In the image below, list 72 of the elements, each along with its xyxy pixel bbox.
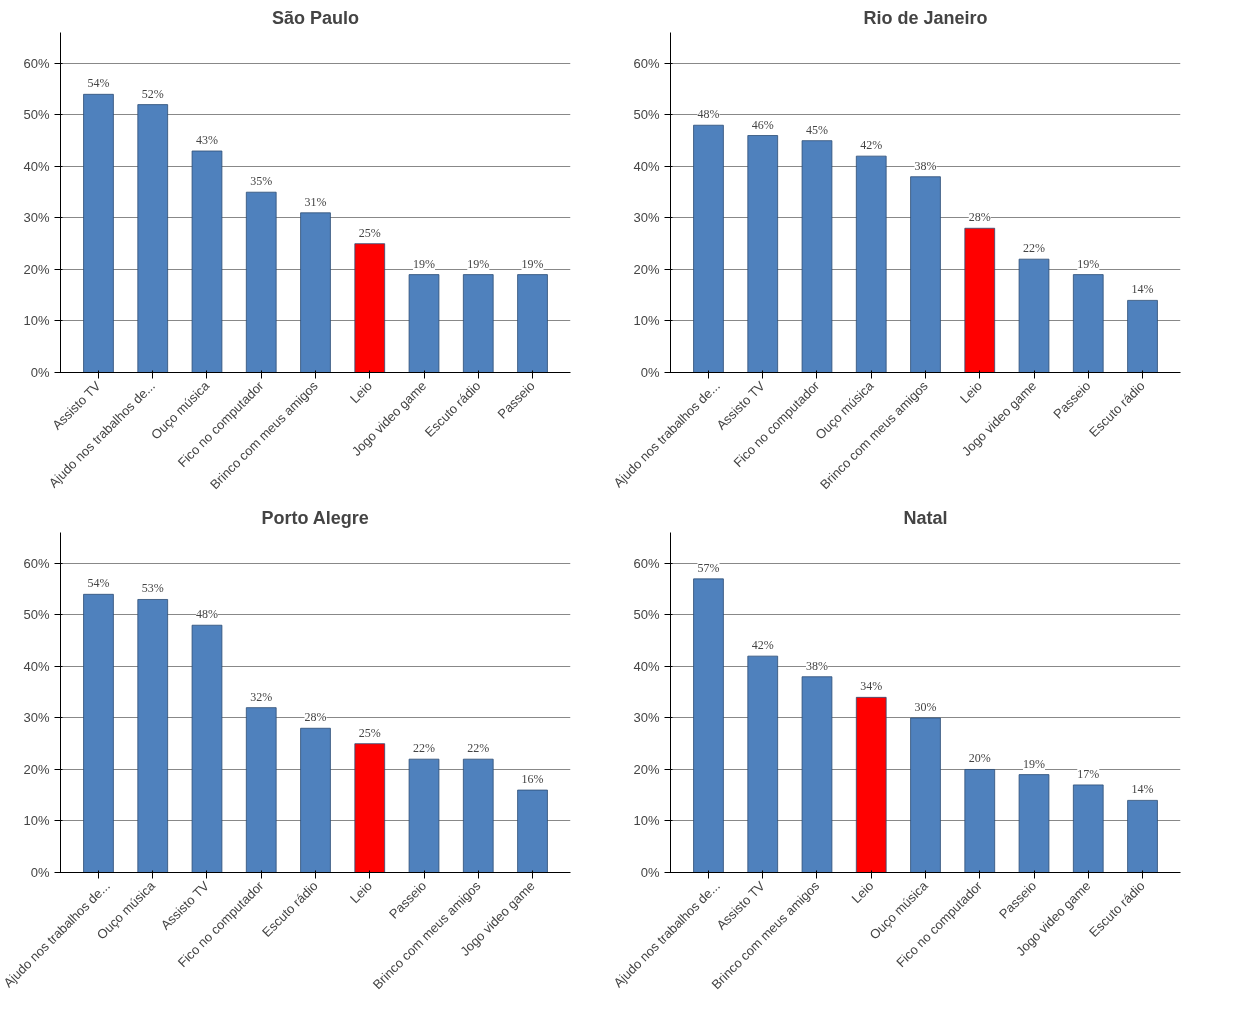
y-tick-label: 50% <box>633 607 660 623</box>
chart-title: São Paulo <box>271 7 360 28</box>
data-label: 42% <box>860 138 883 153</box>
data-label: 42% <box>751 638 774 653</box>
y-tick-label: 40% <box>23 658 50 674</box>
y-tick-label: 60% <box>633 555 660 571</box>
data-label: 25% <box>358 225 381 240</box>
y-tick-label: 60% <box>23 55 50 71</box>
data-label: 38% <box>805 658 828 673</box>
data-label: 19% <box>1077 256 1100 271</box>
chart-title: Natal <box>903 507 948 528</box>
data-label: 28% <box>304 710 327 725</box>
x-tick-label: Leio <box>957 378 986 407</box>
data-label: 22% <box>413 741 436 756</box>
y-tick-label: 40% <box>633 658 660 674</box>
data-label: 19% <box>413 256 436 271</box>
y-tick-label: 40% <box>633 158 660 174</box>
y-tick-label: 30% <box>23 210 50 226</box>
data-label: 52% <box>141 86 164 101</box>
data-label: 45% <box>805 122 828 137</box>
y-tick-label: 10% <box>633 313 660 329</box>
data-label: 17% <box>1077 766 1100 781</box>
y-tick-label: 40% <box>23 158 50 174</box>
y-tick-label: 30% <box>633 710 660 726</box>
data-label: 35% <box>250 174 273 189</box>
y-tick-label: 30% <box>633 210 660 226</box>
y-tick-label: 50% <box>23 107 50 123</box>
data-label: 22% <box>1023 241 1046 256</box>
data-label: 43% <box>195 132 218 147</box>
y-tick-label: 0% <box>640 365 660 380</box>
y-tick-label: 30% <box>23 710 50 726</box>
data-label: 22% <box>467 741 490 756</box>
data-label: 57% <box>697 560 720 575</box>
data-label: 31% <box>304 194 327 209</box>
data-label: 20% <box>968 751 991 766</box>
y-tick-label: 60% <box>23 555 50 571</box>
x-tick-label: Leio <box>848 878 877 907</box>
y-tick-label: 0% <box>30 865 50 880</box>
chart-title: Rio de Janeiro <box>863 7 988 28</box>
y-tick-label: 50% <box>23 607 50 623</box>
data-label: 30% <box>914 699 937 714</box>
data-label: 16% <box>521 772 544 787</box>
data-label: 28% <box>968 210 991 225</box>
y-tick-label: 20% <box>23 761 50 777</box>
chart-title: Porto Alegre <box>261 507 369 528</box>
y-tick-label: 10% <box>633 813 660 829</box>
y-tick-label: 20% <box>633 761 660 777</box>
x-tick-label: Leio <box>347 878 376 907</box>
data-label: 14% <box>1131 782 1154 797</box>
data-label: 54% <box>87 576 110 591</box>
data-label: 14% <box>1131 282 1154 297</box>
y-tick-label: 20% <box>633 261 660 277</box>
data-label: 53% <box>141 581 164 596</box>
data-label: 48% <box>195 607 218 622</box>
data-label: 19% <box>1023 756 1046 771</box>
data-label: 34% <box>860 679 883 694</box>
data-label: 38% <box>914 158 937 173</box>
data-label: 19% <box>521 256 544 271</box>
x-tick-label: Leio <box>347 378 376 407</box>
data-label: 19% <box>467 256 490 271</box>
y-tick-label: 60% <box>633 55 660 71</box>
y-tick-label: 20% <box>23 261 50 277</box>
data-label: 46% <box>751 117 774 132</box>
data-label: 32% <box>250 689 273 704</box>
y-tick-label: 0% <box>640 865 660 880</box>
y-tick-label: 0% <box>30 365 50 380</box>
data-label: 54% <box>87 76 110 91</box>
data-label: 25% <box>358 725 381 740</box>
data-label: 48% <box>697 107 720 122</box>
y-tick-label: 10% <box>23 313 50 329</box>
y-tick-label: 50% <box>633 107 660 123</box>
y-tick-label: 10% <box>23 813 50 829</box>
